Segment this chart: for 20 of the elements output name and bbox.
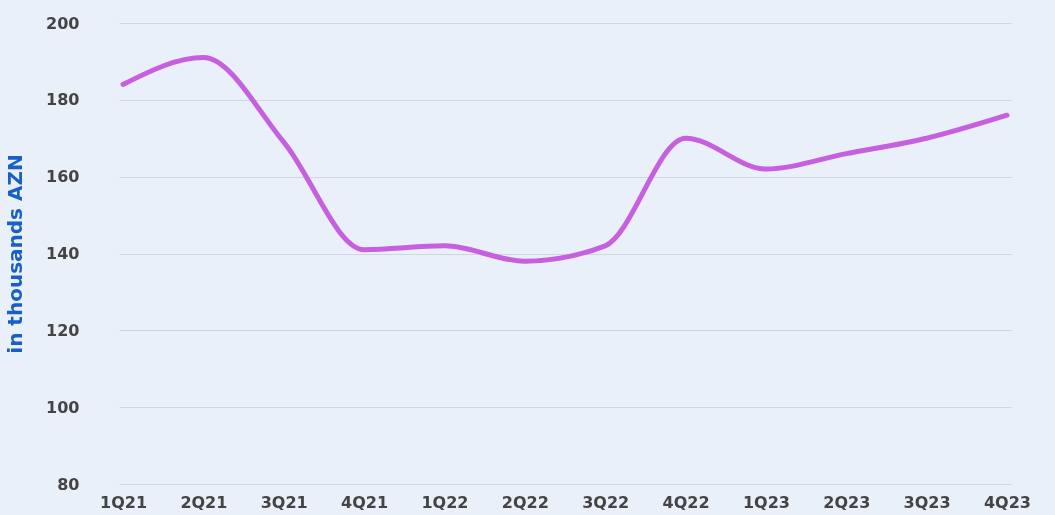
x-tick-label: 1Q22	[421, 492, 469, 512]
x-tick-label: 3Q21	[260, 492, 308, 512]
x-tick-label: 4Q22	[662, 492, 710, 512]
x-tick-label: 1Q23	[742, 492, 790, 512]
y-tick-label: 160	[46, 167, 80, 187]
x-tick-label: 2Q23	[823, 492, 871, 512]
y-tick-label: 200	[46, 13, 80, 33]
y-tick-label: 120	[46, 320, 80, 340]
x-tick-label: 3Q22	[582, 492, 630, 512]
y-tick-label: 180	[46, 90, 80, 110]
x-tick-label: 2Q22	[501, 492, 549, 512]
x-tick-label: 4Q21	[341, 492, 389, 512]
y-tick-label: 80	[57, 474, 80, 494]
x-tick-label: 3Q23	[903, 492, 951, 512]
x-tick-label: 1Q21	[100, 492, 148, 512]
y-tick-label: 140	[46, 244, 80, 263]
x-tick-label: 4Q23	[983, 492, 1031, 512]
y-axis-title: in thousands AZN	[3, 154, 28, 354]
x-tick-label: 2Q21	[180, 492, 228, 512]
y-tick-label: 100	[46, 397, 80, 417]
